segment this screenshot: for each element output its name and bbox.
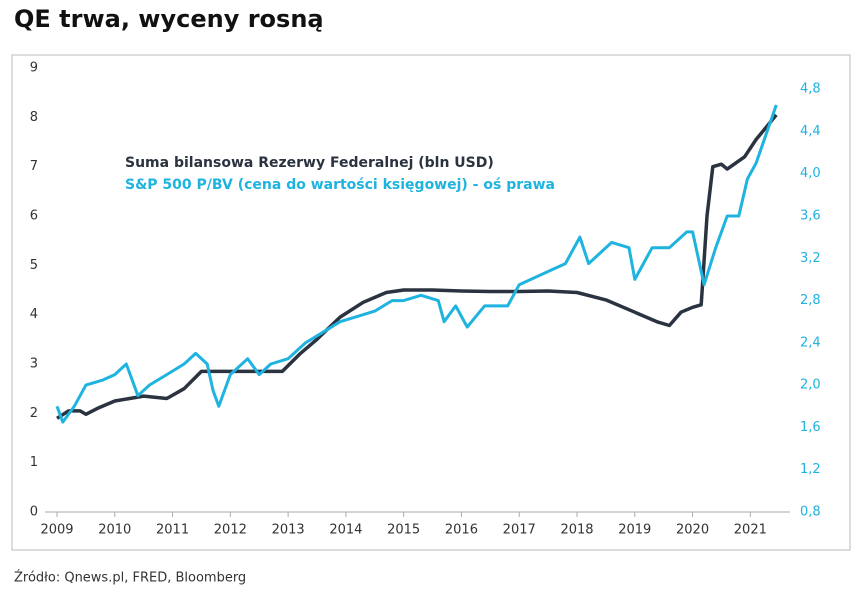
x-tick-label: 2018	[560, 523, 593, 538]
y-tick-label: 7	[30, 159, 38, 174]
source: Źródło: Qnews.pl, FRED, Bloomberg	[14, 570, 246, 586]
x-tick-label: 2019	[618, 523, 651, 538]
x-tick-label: 2021	[734, 523, 767, 538]
chart-frame	[11, 54, 851, 551]
y2-tick-label: 2,0	[800, 378, 821, 393]
x-tick-label: 2014	[329, 523, 362, 538]
legend-label: Suma bilansowa Rezerwy Federalnej (bln U…	[125, 155, 494, 171]
y2-tick-label: 1,6	[800, 420, 821, 435]
x-tick-label: 2015	[387, 523, 420, 538]
y-tick-label: 9	[30, 61, 38, 76]
y-tick-label: 5	[30, 258, 38, 273]
x-tick-label: 2016	[445, 523, 478, 538]
x-tick-label: 2013	[272, 523, 305, 538]
y-tick-label: 2	[30, 406, 38, 421]
y2-tick-label: 2,8	[800, 293, 821, 308]
y-tick-label: 6	[30, 209, 38, 224]
y-tick-label: 4	[30, 307, 38, 322]
y-tick-label: 3	[30, 357, 38, 372]
x-tick-label: 2010	[98, 523, 131, 538]
y-tick-label: 0	[30, 505, 38, 520]
x-tick-label: 2012	[214, 523, 247, 538]
y2-tick-label: 1,2	[800, 462, 821, 477]
y2-tick-label: 3,6	[800, 209, 821, 224]
y2-tick-label: 2,4	[800, 335, 821, 350]
chart-title: QE trwa, wyceny rosną	[14, 5, 324, 33]
y2-tick-label: 4,8	[800, 82, 821, 97]
y2-tick-label: 4,0	[800, 166, 821, 181]
series-line	[55, 104, 778, 424]
y2-tick-label: 0,8	[800, 505, 821, 520]
y2-tick-label: 4,4	[800, 124, 821, 139]
series-line	[56, 113, 778, 420]
y-tick-label: 1	[30, 455, 38, 470]
x-tick-label: 2020	[676, 523, 709, 538]
legend-label: S&P 500 P/BV (cena do wartości księgowej…	[125, 177, 555, 193]
x-tick-label: 2017	[503, 523, 536, 538]
x-tick-label: 2009	[40, 523, 73, 538]
x-tick-label: 2011	[156, 523, 189, 538]
y2-tick-label: 3,2	[800, 251, 821, 266]
y-tick-label: 8	[30, 110, 38, 125]
